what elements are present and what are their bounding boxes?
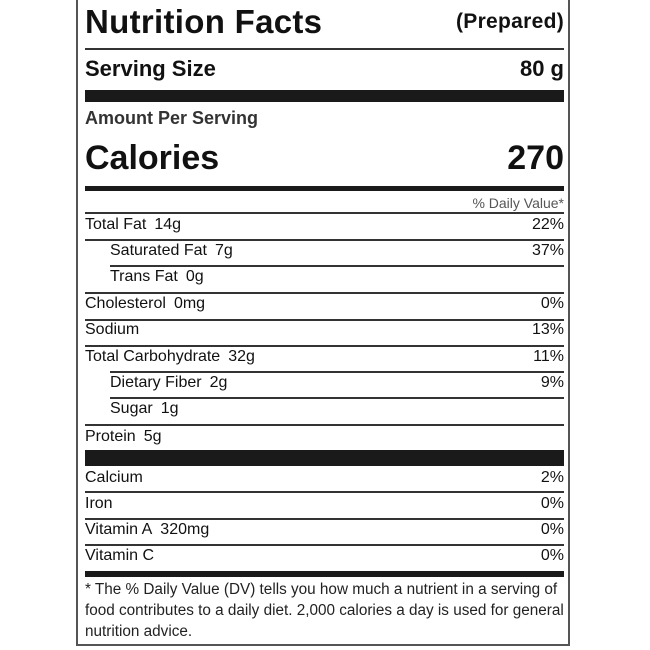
thick-divider [85, 571, 564, 577]
serving-size-row: Serving Size 80 g [85, 56, 564, 82]
nutrient-row: Calcium 2% [85, 467, 564, 489]
divider [85, 424, 564, 426]
nutrient-amount: 5g [143, 428, 162, 445]
divider [85, 491, 564, 493]
nutrient-name: Protein [85, 428, 136, 445]
amount-per-serving-label: Amount Per Serving [85, 107, 259, 128]
nutrient-name: Iron [85, 495, 113, 512]
nutrition-label-border [76, 0, 570, 646]
nutrient-name: Trans Fat [110, 268, 178, 285]
nutrient-daily-value: 0% [540, 547, 564, 564]
thick-divider [85, 450, 564, 466]
nutrient-daily-value: 13% [531, 321, 564, 338]
nutrient-daily-value: 22% [531, 216, 564, 233]
nutrient-name: Vitamin A [85, 521, 153, 538]
nutrient-row: Dietary Fiber 2g 9% [110, 372, 564, 394]
divider [85, 292, 564, 294]
divider [85, 518, 564, 520]
nutrient-daily-value: 37% [531, 242, 564, 259]
nutrient-amount: 0mg [173, 295, 206, 312]
nutrient-row: Total Fat 14g 22% [85, 214, 564, 236]
divider [110, 397, 564, 399]
divider [85, 345, 564, 347]
nutrient-name: Total Carbohydrate [85, 348, 221, 365]
nutrient-name: Cholesterol [85, 295, 166, 312]
calories-row: Calories 270 [85, 138, 564, 178]
divider [85, 48, 564, 50]
nutrient-amount: 7g [214, 242, 233, 259]
nutrient-amount: 320mg [160, 521, 210, 538]
nutrient-row: Protein 5g [85, 426, 564, 448]
nutrient-daily-value: 9% [540, 374, 564, 391]
nutrient-name: Sugar [110, 400, 153, 417]
serving-size-value: 80 g [519, 56, 564, 81]
footnote: * The % Daily Value (DV) tells you how m… [85, 581, 564, 640]
thick-divider [85, 186, 564, 191]
nutrient-name: Saturated Fat [110, 242, 207, 259]
label-title: Nutrition Facts [85, 3, 323, 40]
nutrient-row: Vitamin C 0% [85, 545, 564, 567]
nutrient-daily-value: 2% [540, 469, 564, 486]
nutrient-name: Calcium [85, 469, 143, 486]
label-header: Nutrition Facts (Prepared) [85, 0, 564, 44]
nutrient-amount: 14g [154, 216, 182, 233]
calories-label: Calories [85, 138, 220, 177]
divider [85, 212, 564, 214]
nutrient-row: Saturated Fat 7g 37% [110, 240, 564, 262]
nutrient-row: Sugar 1g [110, 398, 564, 420]
nutrient-row: Vitamin A 320mg 0% [85, 519, 564, 541]
nutrient-name: Vitamin C [85, 547, 155, 564]
nutrient-row: Cholesterol 0mg 0% [85, 293, 564, 315]
divider [85, 239, 564, 241]
label-subtitle: (Prepared) [455, 10, 564, 33]
divider [110, 265, 564, 267]
nutrient-row: Trans Fat 0g [110, 266, 564, 288]
nutrient-daily-value: 0% [540, 295, 564, 312]
nutrient-daily-value: 0% [540, 521, 564, 538]
divider [110, 371, 564, 373]
nutrient-row: Sodium 13% [85, 319, 564, 341]
nutrient-daily-value: 11% [533, 348, 564, 365]
nutrient-amount: 2g [209, 374, 228, 391]
nutrient-amount: 0g [185, 268, 204, 285]
nutrient-row: Total Carbohydrate 32g 11% [85, 346, 564, 368]
nutrient-row: Iron 0% [85, 493, 564, 515]
nutrient-amount: 1g [160, 400, 179, 417]
nutrient-name: Sodium [85, 321, 140, 338]
nutrient-name: Total Fat [85, 216, 147, 233]
divider [85, 319, 564, 321]
nutrient-name: Dietary Fiber [110, 374, 202, 391]
calories-value: 270 [507, 138, 564, 177]
thick-divider [85, 90, 564, 102]
daily-value-header: % Daily Value* [85, 194, 564, 212]
nutrient-daily-value: 0% [540, 495, 564, 512]
amount-per-serving: Amount Per Serving [85, 107, 564, 129]
daily-value-header-label: % Daily Value* [472, 195, 564, 211]
divider [85, 544, 564, 546]
nutrient-amount: 32g [228, 348, 255, 365]
serving-size-label: Serving Size [85, 56, 216, 81]
